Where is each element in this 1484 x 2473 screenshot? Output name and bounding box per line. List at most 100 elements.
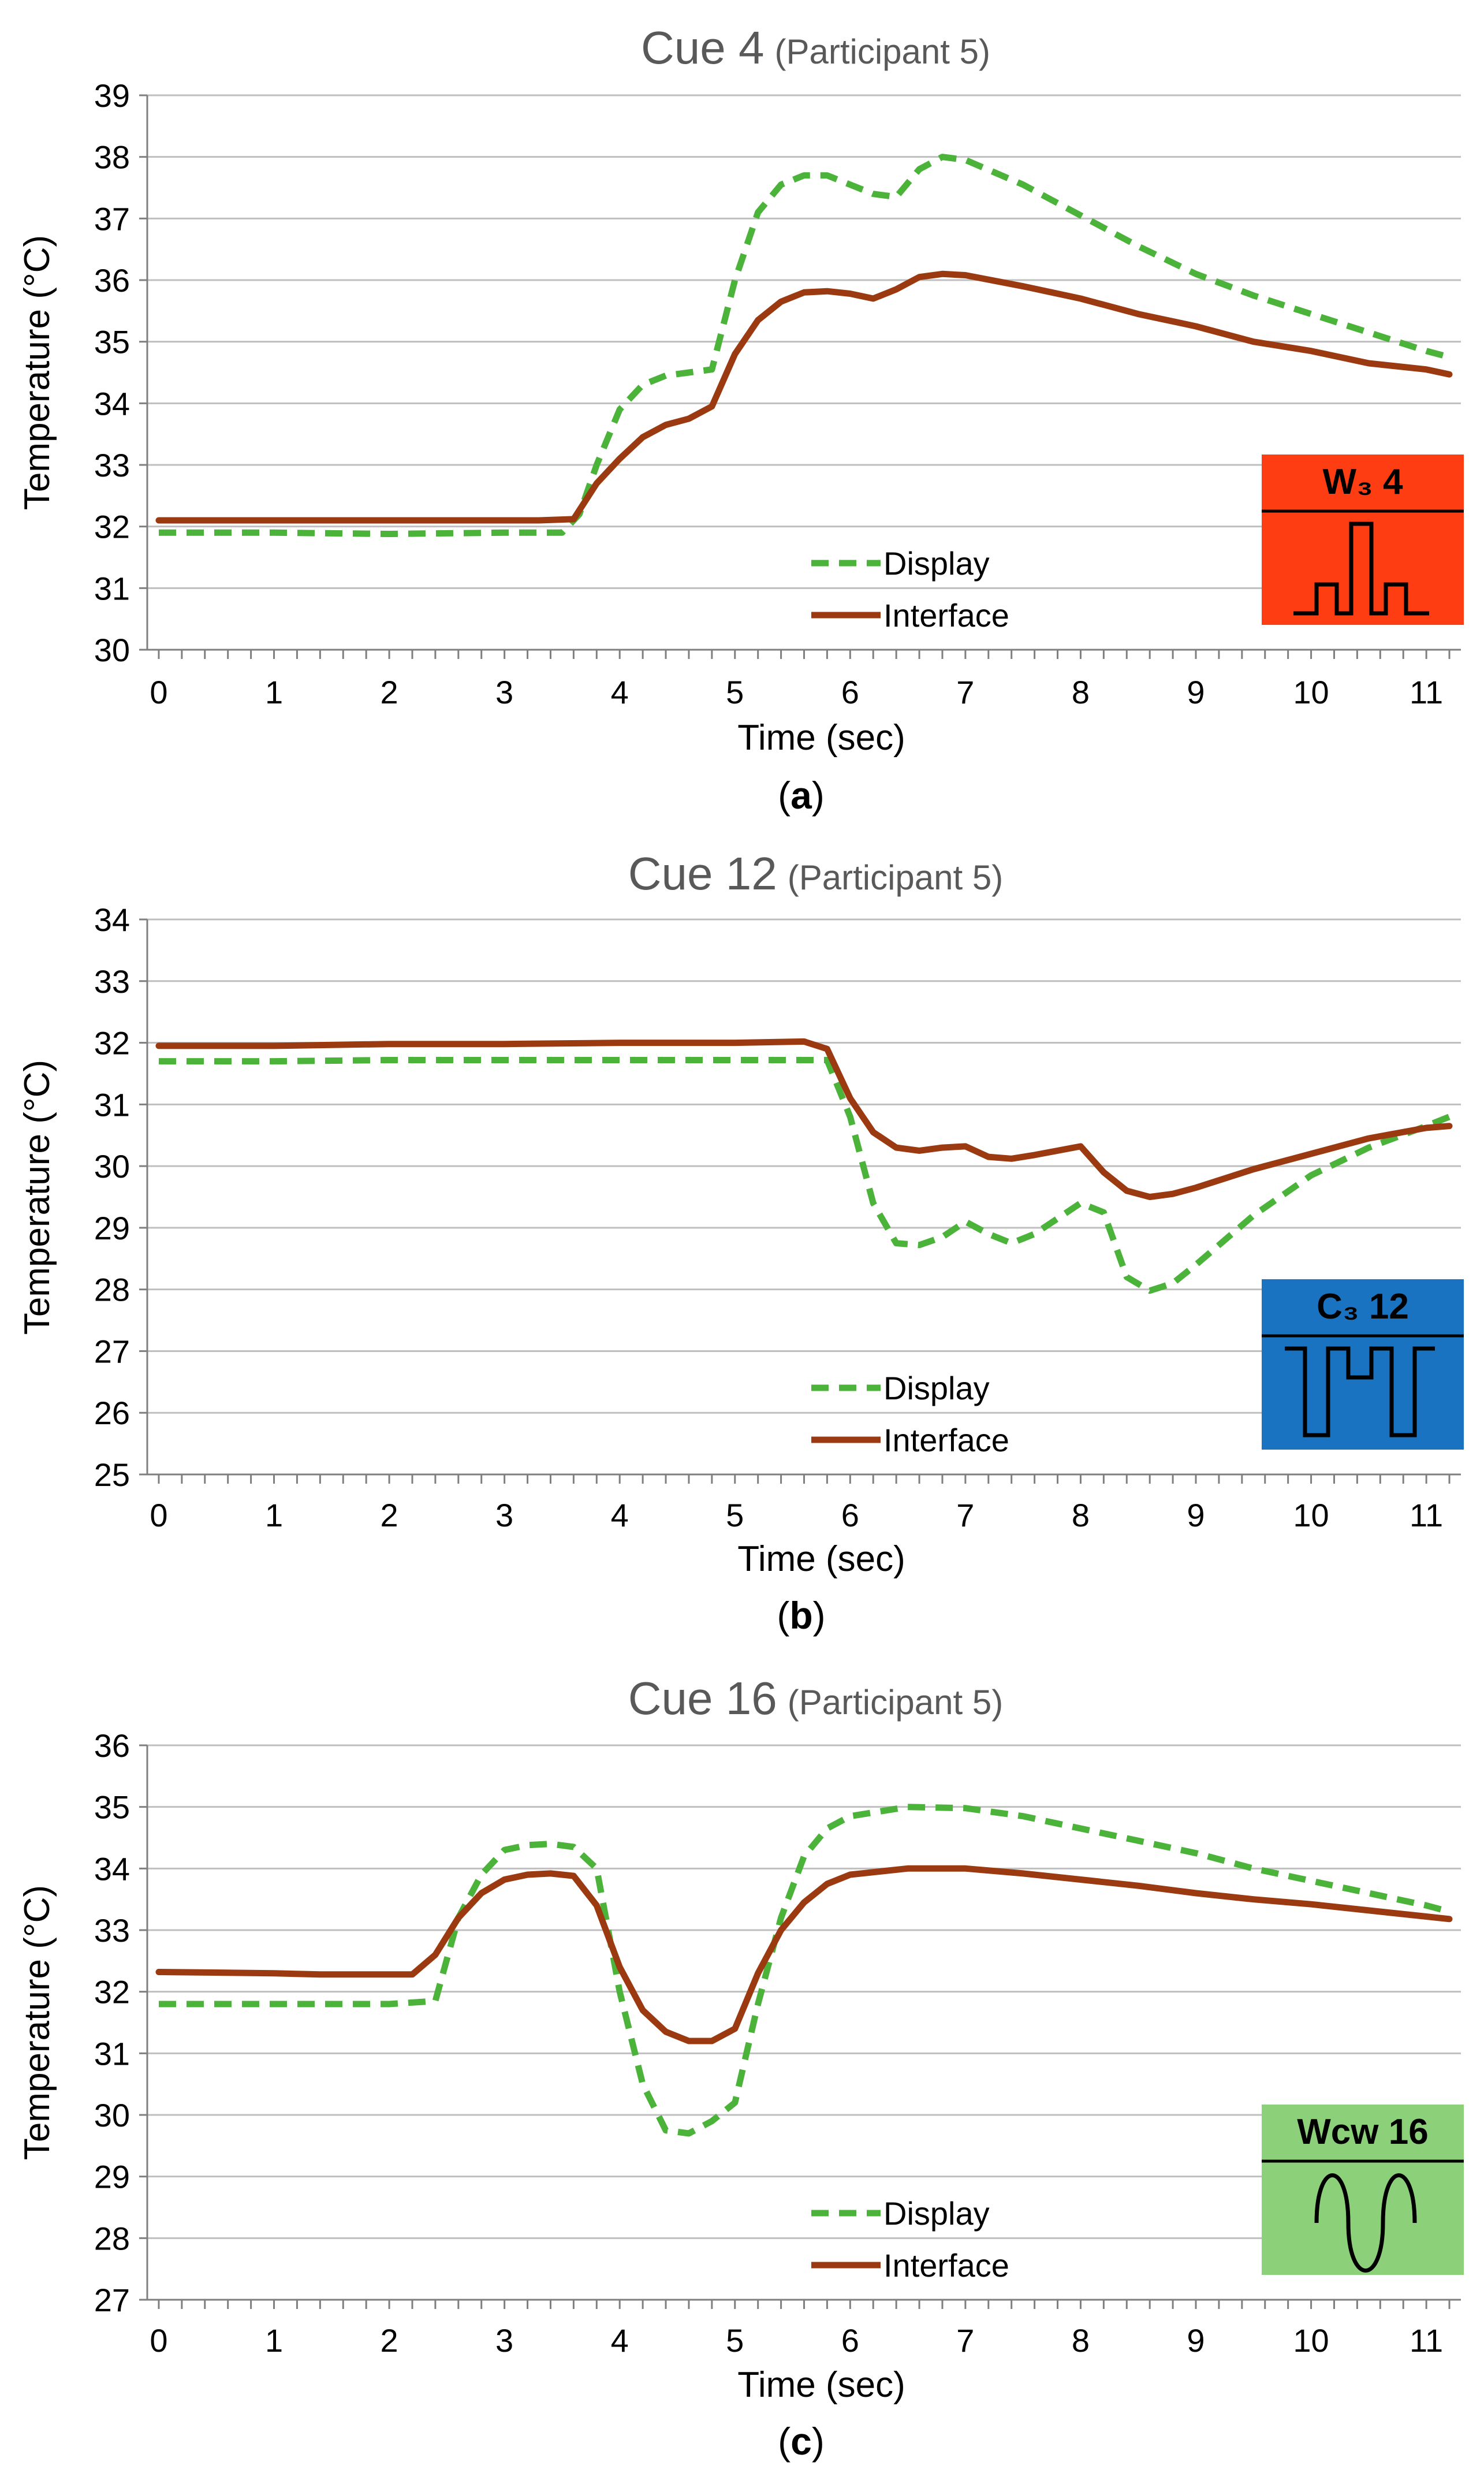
- x-tick-label: 1: [265, 674, 283, 710]
- y-tick-label: 31: [94, 570, 130, 606]
- y-tick-label: 27: [94, 2282, 130, 2318]
- panel-label-open: (: [777, 1594, 789, 1637]
- cue-waveform-icon: [1285, 1346, 1435, 1437]
- x-tick-label: 5: [726, 2322, 744, 2359]
- chart-panel-c: Cue 16 (Participant 5)2728293031323334353…: [17, 1673, 1464, 2463]
- y-tick-label: 32: [94, 1025, 130, 1062]
- panel-label-letter: b: [789, 1594, 812, 1637]
- y-tick-label: 34: [94, 1850, 130, 1887]
- x-tick-label: 5: [726, 674, 744, 710]
- y-tick-label: 32: [94, 1974, 130, 2010]
- y-tick-label: 26: [94, 1395, 130, 1431]
- x-axis-label: Time (sec): [737, 718, 905, 758]
- x-tick-label: 3: [495, 1497, 513, 1533]
- chart-title: Cue 12 (Participant 5): [628, 848, 1003, 899]
- chart-panel-b: Cue 12 (Participant 5)2526272829303132333…: [17, 848, 1464, 1637]
- cue-waveform-icon: [1293, 522, 1429, 616]
- y-tick-label: 36: [94, 262, 130, 299]
- legend-label-interface: Interface: [883, 1422, 1009, 1458]
- cue-waveform-icon: [1314, 2173, 1417, 2273]
- legend-label-display: Display: [883, 1370, 990, 1406]
- chart-title-main: Cue 16: [628, 1673, 777, 1724]
- y-tick-label: 28: [94, 1272, 130, 1308]
- cue-badge-background: [1262, 455, 1464, 625]
- x-tick-label: 2: [381, 2322, 398, 2359]
- y-tick-label: 28: [94, 2220, 130, 2256]
- cue-badge-background: [1262, 1279, 1464, 1450]
- legend-label-display: Display: [883, 545, 990, 582]
- cue-badge: C₃ 12: [1262, 1279, 1464, 1450]
- chart-title-sub: (Participant 5): [775, 32, 990, 71]
- chart-title-sub: (Participant 5): [788, 1683, 1003, 1722]
- x-tick-label: 0: [150, 674, 167, 710]
- panel-label-open: (: [778, 2420, 791, 2463]
- x-tick-label: 8: [1072, 1497, 1090, 1533]
- y-tick-label: 35: [94, 324, 130, 360]
- y-tick-label: 30: [94, 632, 130, 668]
- y-axis-label: Temperature (°C): [17, 1885, 57, 2160]
- x-tick-label: 7: [956, 1497, 974, 1533]
- y-tick-label: 33: [94, 447, 130, 483]
- x-tick-label: 0: [150, 1497, 167, 1533]
- y-tick-label: 31: [94, 1086, 130, 1123]
- y-tick-label: 34: [94, 385, 130, 422]
- y-tick-label: 30: [94, 1148, 130, 1185]
- x-tick-label: 3: [495, 2322, 513, 2359]
- cue-badge: W₃ 4: [1262, 455, 1464, 625]
- legend-label-interface: Interface: [883, 2247, 1009, 2284]
- series-line-display: [159, 1057, 1451, 1294]
- cue-badge: Wcw 16: [1262, 2105, 1464, 2275]
- x-tick-label: 9: [1187, 1497, 1205, 1533]
- y-tick-label: 32: [94, 509, 130, 545]
- series-line-interface: [155, 1038, 1453, 1200]
- y-tick-label: 37: [94, 200, 130, 237]
- x-tick-label: 11: [1410, 674, 1443, 710]
- x-tick-label: 4: [611, 2322, 629, 2359]
- y-tick-label: 33: [94, 1912, 130, 1949]
- y-tick-label: 39: [94, 77, 130, 114]
- cue-badge-label: W₃ 4: [1323, 462, 1403, 502]
- cue-badge-label: C₃ 12: [1317, 1287, 1409, 1327]
- x-tick-label: 8: [1072, 2322, 1090, 2359]
- cue-badge-background: [1262, 2105, 1464, 2275]
- x-tick-label: 6: [841, 674, 859, 710]
- x-tick-label: 9: [1187, 2322, 1205, 2359]
- x-tick-label: 11: [1410, 1497, 1443, 1533]
- panel-label: (a): [778, 774, 825, 817]
- x-tick-label: 8: [1072, 674, 1090, 710]
- series-line-display: [159, 154, 1451, 537]
- y-tick-label: 31: [94, 2035, 130, 2072]
- x-tick-label: 9: [1187, 674, 1205, 710]
- x-tick-label: 2: [381, 1497, 398, 1533]
- x-tick-label: 6: [841, 1497, 859, 1533]
- y-tick-label: 36: [94, 1727, 130, 1764]
- y-axis-label: Temperature (°C): [17, 1060, 57, 1335]
- x-tick-label: 7: [956, 2322, 974, 2359]
- x-tick-label: 3: [495, 674, 513, 710]
- y-tick-label: 33: [94, 963, 130, 1000]
- x-tick-label: 0: [150, 2322, 167, 2359]
- series-line-interface: [155, 1865, 1453, 2044]
- chart-panel-a: Cue 4 (Participant 5)30313233343536373839…: [17, 22, 1464, 817]
- chart-title-sub: (Participant 5): [788, 858, 1003, 897]
- y-axis-label: Temperature (°C): [17, 235, 57, 510]
- x-tick-label: 11: [1410, 2322, 1443, 2359]
- x-axis-label: Time (sec): [737, 1539, 905, 1579]
- legend-label-display: Display: [883, 2195, 990, 2232]
- chart-title: Cue 4 (Participant 5): [641, 22, 990, 73]
- x-tick-label: 7: [956, 674, 974, 710]
- y-tick-label: 35: [94, 1789, 130, 1826]
- panel-label-close: ): [812, 774, 825, 817]
- legend: Display Interface: [811, 545, 1009, 634]
- x-tick-label: 5: [726, 1497, 744, 1533]
- chart-title-main: Cue 12: [628, 848, 777, 899]
- y-tick-label: 34: [94, 902, 130, 938]
- panel-label-letter: a: [791, 774, 812, 817]
- panel-label-open: (: [778, 774, 791, 817]
- y-tick-label: 30: [94, 2097, 130, 2133]
- y-tick-label: 25: [94, 1457, 130, 1493]
- legend-label-interface: Interface: [883, 597, 1009, 634]
- x-tick-label: 10: [1293, 1497, 1329, 1533]
- panel-label-close: ): [812, 2420, 825, 2463]
